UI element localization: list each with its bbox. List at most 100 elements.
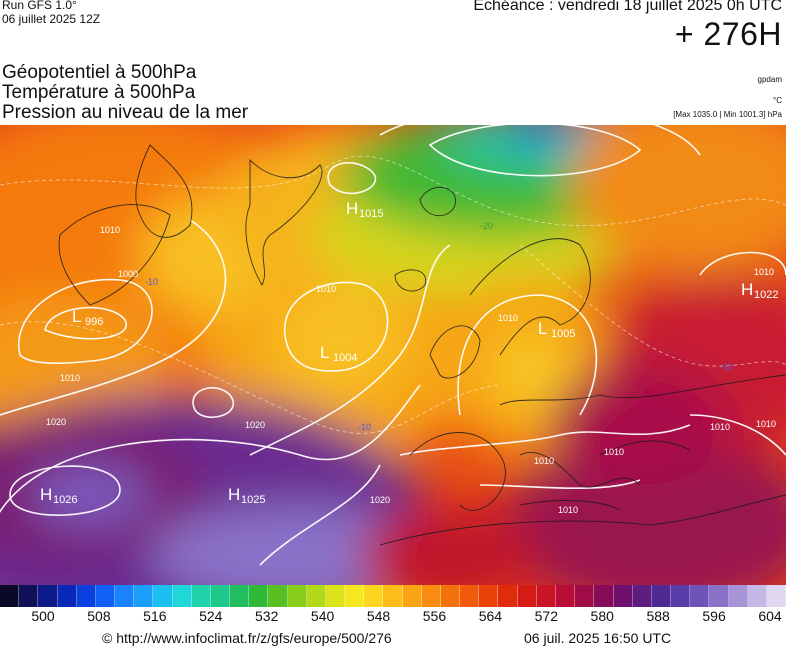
color-scale-swatch	[287, 585, 307, 607]
layer-title-temperature: Température à 500hPa	[2, 82, 196, 103]
high-center-value: 1025	[241, 494, 265, 506]
temperature-isotherms	[0, 155, 786, 434]
color-scale-swatch	[153, 585, 173, 607]
color-scale-tick-label: 604	[758, 608, 782, 624]
coastlines	[58, 144, 786, 546]
color-scale-swatch	[19, 585, 39, 607]
run-label: Run GFS 1.0°	[2, 0, 77, 12]
color-scale-bar	[0, 585, 786, 607]
isotherm-label: -10	[720, 362, 733, 372]
color-scale-swatch	[95, 585, 116, 607]
source-credit: © http://www.infoclimat.fr/z/gfs/europe/…	[102, 630, 392, 646]
color-scale-swatch	[191, 585, 211, 607]
color-scale-tick-label: 580	[590, 608, 614, 624]
color-scale-swatch	[671, 585, 691, 607]
color-scale-tick-label: 596	[702, 608, 726, 624]
temperature-unit: °C	[773, 96, 782, 105]
color-scale-swatch	[268, 585, 288, 607]
isobar-value-labels: 1010 1000 1010 1020 1020 1010 1010 1010 …	[46, 225, 776, 515]
isobar-label: 1010	[498, 313, 518, 323]
isobar-label: 1000	[118, 269, 138, 279]
layer-title-pressure: Pression au niveau de la mer	[2, 102, 249, 123]
color-scale-swatch	[594, 585, 614, 607]
isobar-label: 1010	[316, 284, 336, 294]
color-scale-swatch	[766, 585, 786, 607]
isotherm-label: -20	[480, 221, 493, 231]
low-center-value: 996	[85, 316, 103, 328]
isotherm-label: -10	[145, 277, 158, 287]
isobar-label: 1010	[558, 505, 578, 515]
color-scale-swatch	[440, 585, 461, 607]
color-scale-swatch	[479, 585, 499, 607]
isobar-label: 1020	[245, 420, 265, 430]
isotherm-label: -10	[358, 422, 371, 432]
color-scale-tick-label: 516	[143, 608, 167, 624]
isobar-label: 1010	[756, 419, 776, 429]
color-scale-tick-label: 548	[366, 608, 391, 624]
low-center-letter: L	[320, 343, 329, 362]
color-scale-tick-label: 508	[87, 608, 111, 624]
color-scale-swatch	[115, 585, 135, 607]
color-scale-swatch	[575, 585, 595, 607]
isobar-label: 1010	[754, 267, 774, 277]
color-scale-swatch	[421, 585, 441, 607]
isobar-label: 1010	[60, 373, 80, 383]
color-scale-tick-label: 572	[534, 608, 558, 624]
color-scale-swatch	[536, 585, 556, 607]
temperature-value-labels: -10 -20 -10 -10	[145, 221, 733, 432]
geopotential-field	[0, 125, 786, 585]
color-scale-swatch	[0, 585, 20, 607]
color-scale-tick-label: 540	[310, 608, 335, 624]
weather-map: H 1026 H 1025 L 996 L 1004 H 1015 L 1005…	[0, 125, 786, 585]
high-center-letter: H	[228, 485, 240, 504]
isobar-label: 1010	[604, 447, 624, 457]
color-scale-tick-label: 588	[646, 608, 670, 624]
low-center-letter: L	[72, 307, 81, 326]
color-scale-swatch	[364, 585, 384, 607]
color-scale-swatch	[172, 585, 192, 607]
color-scale-swatch	[345, 585, 365, 607]
color-scale-swatch	[230, 585, 250, 607]
color-scale-swatch	[210, 585, 231, 607]
color-scale-swatch	[57, 585, 77, 607]
isobars	[0, 125, 786, 566]
color-scale-swatch	[690, 585, 710, 607]
generation-timestamp: 06 juil. 2025 16:50 UTC	[524, 630, 672, 646]
isobar-label: 1010	[100, 225, 120, 235]
geopotential-unit: gpdam	[757, 75, 782, 84]
color-scale-swatch	[306, 585, 326, 607]
color-scale-swatch	[325, 585, 346, 607]
color-scale-swatch	[709, 585, 729, 607]
color-scale-swatch	[249, 585, 269, 607]
color-scale-tick-label: 500	[31, 608, 55, 624]
high-center-value: 1015	[359, 208, 383, 220]
color-scale-tick-label: 564	[478, 608, 503, 624]
color-scale-swatch	[747, 585, 767, 607]
layer-title-geopotential: Géopotentiel à 500hPa	[2, 62, 197, 83]
high-center-value: 1026	[53, 494, 77, 506]
color-scale-tick-label: 532	[255, 608, 279, 624]
color-scale-swatch	[613, 585, 633, 607]
color-scale-swatch	[651, 585, 672, 607]
color-scale-swatch	[460, 585, 480, 607]
color-scale-swatch	[38, 585, 58, 607]
color-scale-tick-label: 556	[422, 608, 447, 624]
color-scale-ticks: 500 508 516 524 532 540 548 556 564 572 580 588 596 6…	[0, 608, 786, 628]
isobar-label: 1020	[370, 495, 390, 505]
isobar-label: 1010	[710, 422, 730, 432]
forecast-valid-time: Echéance : vendredi 18 juillet 2025 0h U…	[473, 0, 782, 14]
isobar-label: 1020	[46, 417, 66, 427]
high-center-letter: H	[741, 280, 753, 299]
color-scale-swatch	[402, 585, 422, 607]
high-center-letter: H	[40, 485, 52, 504]
high-center-value: 1022	[754, 289, 778, 301]
isobar-label: 1010	[534, 456, 554, 466]
low-center-value: 1005	[551, 328, 575, 340]
run-date: 06 juillet 2025 12Z	[2, 12, 101, 26]
color-scale-swatch	[728, 585, 748, 607]
color-scale-swatch	[383, 585, 403, 607]
color-scale-swatch	[555, 585, 576, 607]
high-center-letter: H	[346, 199, 358, 218]
color-scale-swatch	[134, 585, 154, 607]
color-scale-swatch	[498, 585, 518, 607]
